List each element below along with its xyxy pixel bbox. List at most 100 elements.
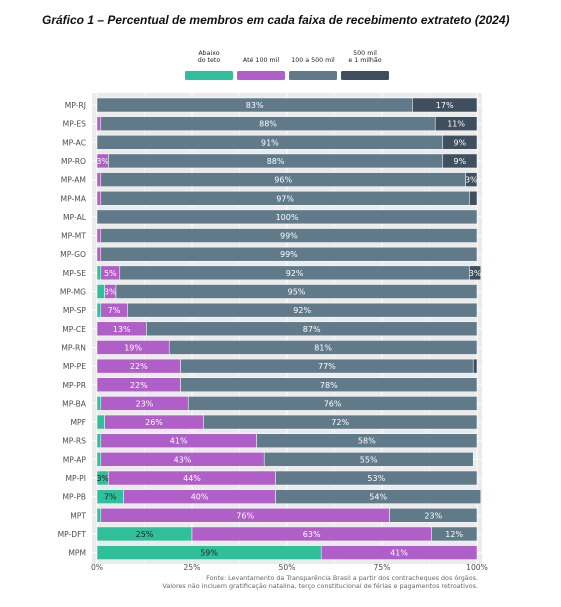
y-tick-label: MP-RO xyxy=(61,157,86,166)
data-label: 95% xyxy=(288,288,306,297)
bar-segment-100-a-500-mil xyxy=(146,321,478,337)
bar-segment-100-a-500-mil xyxy=(187,396,478,411)
data-label: 19% xyxy=(124,343,142,352)
data-label: 7% xyxy=(108,306,121,315)
bar-segment-500-mil-e-1-milhao xyxy=(472,358,478,374)
y-tick-label: MP-MA xyxy=(61,194,87,203)
bar-segment-100-a-500-mil xyxy=(275,489,482,504)
data-label: 11% xyxy=(447,120,465,129)
data-label: 58% xyxy=(358,437,376,446)
data-label: 3% xyxy=(465,176,478,185)
y-tick-label: MPT xyxy=(70,511,86,520)
bar-segment-100-a-500-mil xyxy=(431,526,478,542)
data-label: 22% xyxy=(130,381,148,390)
data-label: 44% xyxy=(183,474,201,483)
data-label: 41% xyxy=(390,549,408,558)
legend-label: do teto xyxy=(198,57,221,64)
data-label: 23% xyxy=(424,511,442,520)
data-label: 12% xyxy=(445,530,463,539)
y-tick-label: MP-MT xyxy=(61,232,86,241)
y-tick-label: MP-DFT xyxy=(58,530,87,539)
bar-segment-500-mil-e-1-milhao xyxy=(434,116,478,131)
data-label: 77% xyxy=(318,362,336,371)
data-label: 5% xyxy=(104,269,117,278)
data-label: 96% xyxy=(274,176,292,185)
y-tick-label: MP-CE xyxy=(62,325,86,334)
data-label: 54% xyxy=(369,493,387,502)
data-label: 26% xyxy=(145,418,163,427)
bar-segment-100-a-500-mil xyxy=(96,209,478,225)
legend-swatch-500-mil-e-1-milhao xyxy=(341,71,389,80)
bar-segment-abaixo-do-teto xyxy=(96,452,102,467)
bar-segment-100-a-500-mil xyxy=(275,470,478,486)
bar-segment-100-a-500-mil xyxy=(256,433,478,448)
x-tick-label: 100% xyxy=(466,563,488,572)
bar-segment-500-mil-e-1-milhao xyxy=(465,172,478,187)
y-tick-label: MP-RS xyxy=(62,437,86,446)
legend-label: Até 100 mil xyxy=(243,56,279,64)
legend-label: e 1 milhão xyxy=(348,57,381,64)
data-label: 78% xyxy=(320,381,338,390)
chart-footnote: Fonte: Levantamento da Transparência Bra… xyxy=(162,574,478,590)
bar-segment-500-mil-e-1-milhao xyxy=(442,135,478,150)
data-label: 83% xyxy=(246,101,264,110)
bar-segment-ate-100-mil xyxy=(96,172,102,187)
data-label: 25% xyxy=(136,530,154,539)
bar-segment-abaixo-do-teto xyxy=(96,508,102,523)
data-label: 72% xyxy=(331,418,349,427)
data-label: 88% xyxy=(259,120,277,129)
data-label: 55% xyxy=(360,455,378,464)
data-label: 3% xyxy=(96,157,109,166)
bar-segment-500-mil-e-1-milhao xyxy=(469,191,478,206)
x-tick-label: 50% xyxy=(279,563,296,572)
data-label: 91% xyxy=(261,138,279,147)
y-tick-label: MP-AC xyxy=(62,138,86,147)
data-label: 41% xyxy=(170,437,188,446)
bar-segment-ate-100-mil xyxy=(320,545,478,560)
data-label: 87% xyxy=(303,325,321,334)
data-label: 76% xyxy=(324,399,342,408)
y-tick-label: MPF xyxy=(71,418,87,427)
legend-label: 500 mil xyxy=(353,50,377,57)
bar-segment-100-a-500-mil xyxy=(180,377,478,392)
data-label: 59% xyxy=(200,549,218,558)
bar-segment-ate-100-mil xyxy=(96,228,102,243)
y-tick-label: MP-ES xyxy=(63,120,87,129)
y-tick-label: MP-PE xyxy=(63,362,86,371)
legend-swatch-ate-100-mil xyxy=(237,71,285,80)
y-tick-label: MP-BA xyxy=(62,399,87,408)
data-label: 97% xyxy=(276,194,294,203)
bar-segment-abaixo-do-teto xyxy=(96,302,102,318)
y-tick-label: MP-RN xyxy=(61,343,86,352)
y-tick-label: MP-AL xyxy=(63,213,87,222)
footnote-source: Fonte: Levantamento da Transparência Bra… xyxy=(206,574,478,582)
bar-segment-100-a-500-mil xyxy=(100,246,478,262)
data-label: 9% xyxy=(454,157,467,166)
legend-label: Abaixo xyxy=(198,50,219,57)
data-label: 99% xyxy=(280,232,298,241)
bar-segment-100-a-500-mil xyxy=(127,302,478,318)
bar-segment-abaixo-do-teto xyxy=(96,265,102,281)
legend-swatch-abaixo-do-teto xyxy=(185,71,233,80)
data-label: 53% xyxy=(367,474,385,483)
footnote-note: Valores não incluem gratificação natalin… xyxy=(162,582,478,590)
legend-label: 100 a 500 mil xyxy=(291,57,335,64)
data-label: 81% xyxy=(314,343,332,352)
y-tick-label: MP-PI xyxy=(65,474,86,483)
data-label: 17% xyxy=(436,101,454,110)
data-label: 99% xyxy=(280,250,298,259)
y-tick-label: MP-PB xyxy=(63,493,87,502)
bar-segment-abaixo-do-teto xyxy=(96,433,102,448)
y-tick-label: MP-PR xyxy=(62,381,86,390)
bar-segment-100-a-500-mil xyxy=(263,452,474,467)
y-tick-label: MP-SP xyxy=(63,306,87,315)
y-tick-label: MPM xyxy=(68,549,86,558)
chart-title: Gráfico 1 – Percentual de membros em cad… xyxy=(42,13,510,27)
bar-segment-100-a-500-mil xyxy=(115,284,478,299)
data-label: 92% xyxy=(293,306,311,315)
data-label: 7% xyxy=(104,493,117,502)
data-label: 43% xyxy=(174,455,192,464)
data-label: 92% xyxy=(286,269,304,278)
data-label: 13% xyxy=(113,325,131,334)
